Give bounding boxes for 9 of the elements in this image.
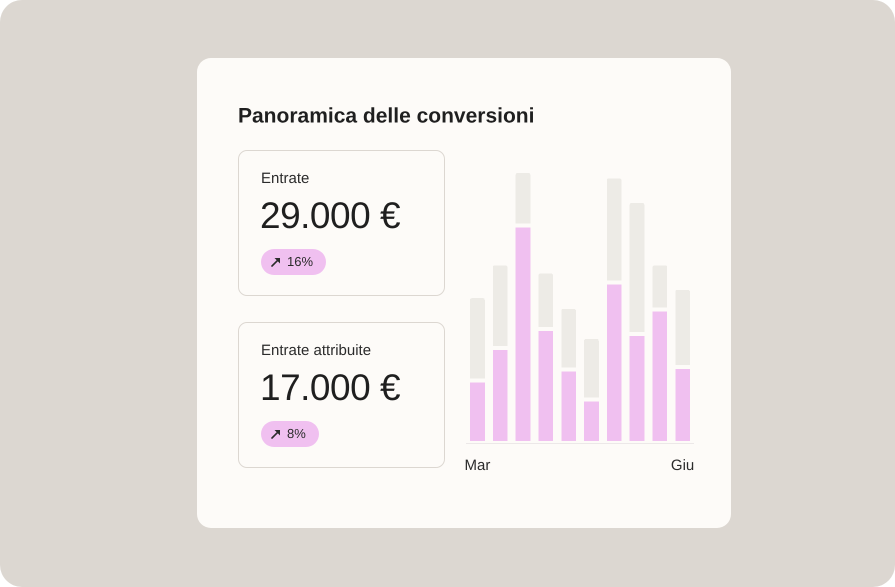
text: 8%: [287, 426, 306, 442]
text: 29.000 €: [260, 195, 400, 237]
text: Entrate attribuite: [261, 342, 372, 360]
x-tick-label: Giu: [670, 457, 694, 474]
chart-title: Panoramica delle conversioni: [238, 104, 534, 128]
x-tick-label: Mar: [464, 457, 490, 474]
text: 17.000 €: [260, 367, 400, 409]
text: 16%: [287, 254, 314, 270]
text: Entrate: [261, 170, 310, 188]
